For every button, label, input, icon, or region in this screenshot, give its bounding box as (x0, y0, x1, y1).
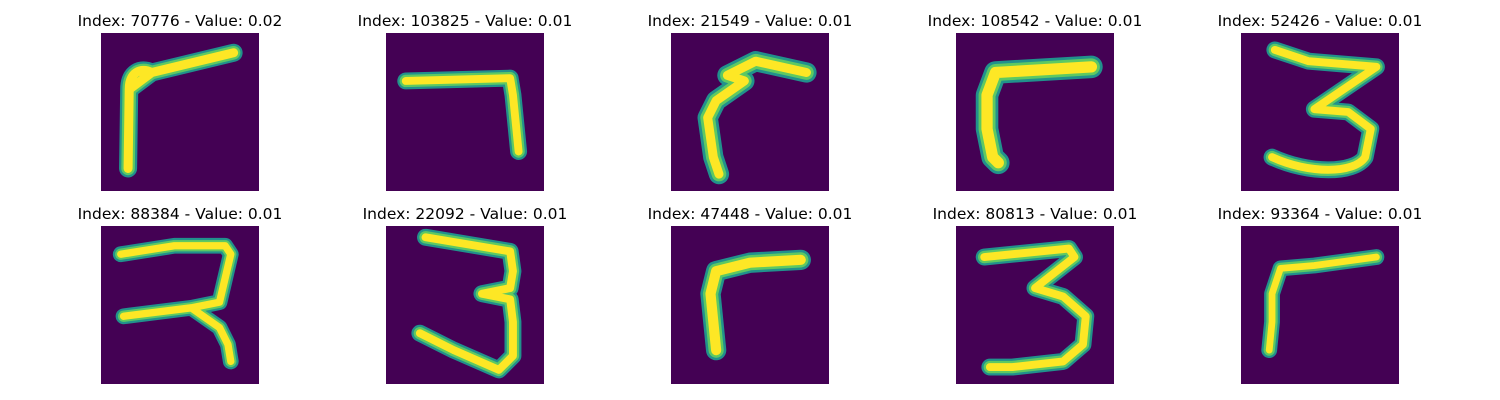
digit-image (386, 226, 544, 384)
digit-image (956, 33, 1114, 191)
panel-2: Index: 103825 - Value: 0.01 (355, 11, 575, 191)
digit-image (101, 33, 259, 191)
digit-image (101, 226, 259, 384)
panel-3: Index: 21549 - Value: 0.01 (640, 11, 860, 191)
panel-10: Index: 93364 - Value: 0.01 (1210, 204, 1430, 384)
panel-title: Index: 80813 - Value: 0.01 (932, 205, 1138, 223)
panel-7: Index: 22092 - Value: 0.01 (355, 204, 575, 384)
panel-title: Index: 52426 - Value: 0.01 (1217, 12, 1423, 30)
panel-6: Index: 88384 - Value: 0.01 (70, 204, 290, 384)
digit-image (1241, 226, 1399, 384)
panel-title: Index: 21549 - Value: 0.01 (647, 12, 853, 30)
digit-image (386, 33, 544, 191)
panel-title: Index: 47448 - Value: 0.01 (647, 205, 853, 223)
panel-9: Index: 80813 - Value: 0.01 (925, 204, 1145, 384)
panel-title: Index: 88384 - Value: 0.01 (77, 205, 283, 223)
digit-image (1241, 33, 1399, 191)
digit-image (956, 226, 1114, 384)
panel-8: Index: 47448 - Value: 0.01 (640, 204, 860, 384)
digit-image (671, 226, 829, 384)
panel-title: Index: 70776 - Value: 0.02 (77, 12, 283, 30)
panel-5: Index: 52426 - Value: 0.01 (1210, 11, 1430, 191)
digit-image (671, 33, 829, 191)
panel-title: Index: 93364 - Value: 0.01 (1217, 205, 1423, 223)
panel-title: Index: 22092 - Value: 0.01 (362, 205, 568, 223)
panel-1: Index: 70776 - Value: 0.02 (70, 11, 290, 191)
panel-title: Index: 103825 - Value: 0.01 (357, 12, 573, 30)
panel-4: Index: 108542 - Value: 0.01 (925, 11, 1145, 191)
panel-title: Index: 108542 - Value: 0.01 (927, 12, 1143, 30)
